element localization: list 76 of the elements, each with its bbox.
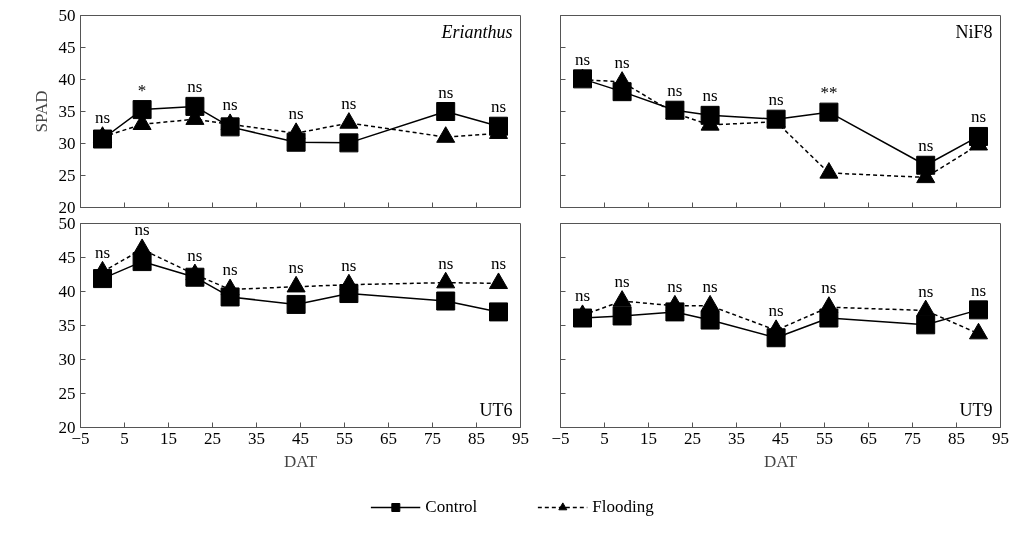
y-tick-label: 30 <box>58 134 76 153</box>
chart-title: Erianthus <box>440 21 513 42</box>
y-tick-label: 25 <box>58 166 76 185</box>
annotation: ns <box>702 276 718 296</box>
annotation: ns <box>94 242 111 262</box>
y-tick-label: 25 <box>58 384 76 403</box>
annotation: ns <box>490 254 507 274</box>
annotation: ns <box>187 77 203 97</box>
annotation: ns <box>768 301 784 321</box>
y-tick-label: 50 <box>58 6 76 25</box>
x-tick-label: 5 <box>120 428 129 448</box>
legend-label: Control <box>425 497 478 517</box>
x-tick-label: 15 <box>640 428 657 448</box>
annotation: ns <box>341 94 357 114</box>
x-tick-label: 55 <box>816 428 833 448</box>
annotation: ns <box>667 81 683 101</box>
x-tick-label: 85 <box>468 428 485 448</box>
x-tick-label: −5 <box>551 428 570 448</box>
annotation: * <box>137 80 147 100</box>
text: UT9 <box>959 399 993 420</box>
y-tick-label: 20 <box>58 198 76 217</box>
annotation: ns <box>94 108 111 128</box>
annotation: ns <box>667 276 683 296</box>
legend-label: Flooding <box>592 497 654 517</box>
annotation: ns <box>970 107 987 127</box>
annotation: ns <box>918 136 934 156</box>
x-axis-title: DAT <box>283 451 318 471</box>
annotation: ** <box>820 83 838 103</box>
annotation: ns <box>574 286 591 306</box>
y-tick-label: 40 <box>58 282 76 301</box>
x-tick-label: 75 <box>424 428 441 448</box>
x-tick-label: 75 <box>904 428 921 448</box>
y-tick-label: 35 <box>58 102 76 121</box>
y-tick-label: 35 <box>58 316 76 335</box>
annotation: ns <box>768 90 784 110</box>
y-tick-label: 30 <box>58 350 76 369</box>
text: UT6 <box>479 399 513 420</box>
x-tick-label: 65 <box>380 428 397 448</box>
y-tick-label: 40 <box>58 70 76 89</box>
x-tick-label: 95 <box>512 428 529 448</box>
x-axis-title: DAT <box>763 451 798 471</box>
y-tick-label: 20 <box>58 418 76 437</box>
x-tick-label: 45 <box>772 428 789 448</box>
annotation: ns <box>438 253 454 273</box>
annotation: ns <box>614 272 630 292</box>
x-tick-label: 25 <box>684 428 701 448</box>
annotation: ns <box>702 86 718 106</box>
y-axis-title: SPAD <box>31 90 51 133</box>
annotation: ns <box>438 82 454 102</box>
annotation: ns <box>187 245 203 265</box>
x-tick-label: 65 <box>860 428 877 448</box>
x-tick-label: 85 <box>948 428 965 448</box>
annotation: ns <box>490 97 507 117</box>
annotation: ns <box>288 257 304 277</box>
annotation: ns <box>222 260 238 280</box>
x-tick-label: 55 <box>336 428 353 448</box>
annotation: ns <box>918 281 934 301</box>
x-tick-label: 25 <box>204 428 221 448</box>
annotation: ns <box>222 95 238 115</box>
annotation: ns <box>614 53 630 73</box>
x-tick-label: 95 <box>992 428 1009 448</box>
y-tick-label: 45 <box>58 248 76 267</box>
x-tick-label: 5 <box>600 428 609 448</box>
y-tick-label: 50 <box>58 214 76 233</box>
annotation: ns <box>288 104 304 124</box>
x-tick-label: 45 <box>292 428 309 448</box>
annotation: ns <box>821 278 837 298</box>
x-tick-label: 35 <box>728 428 745 448</box>
annotation: ns <box>574 49 591 69</box>
y-tick-label: 45 <box>58 38 76 57</box>
x-tick-label: 15 <box>160 428 177 448</box>
annotation: ns <box>134 220 150 240</box>
annotation: ns <box>341 255 357 275</box>
chart-title: NiF8 <box>955 21 993 42</box>
annotation: ns <box>970 280 987 300</box>
x-tick-label: 35 <box>248 428 265 448</box>
